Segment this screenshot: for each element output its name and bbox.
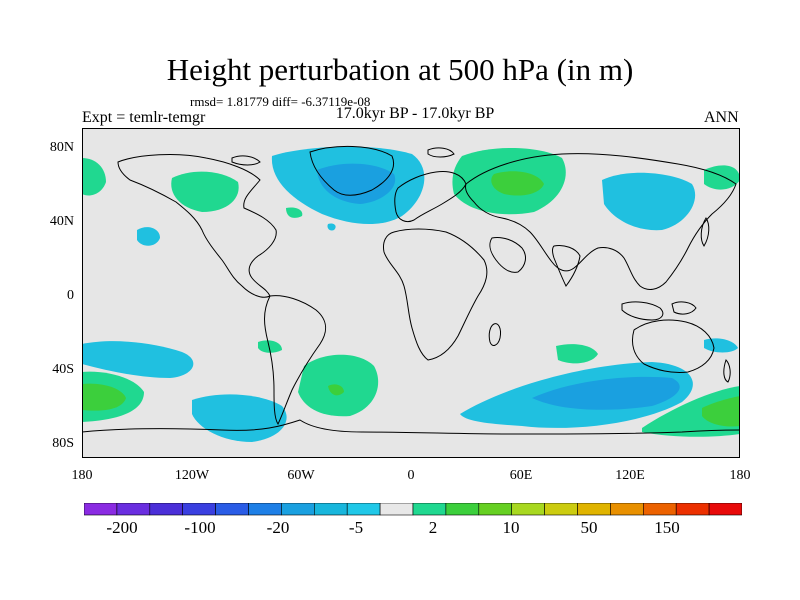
low-anomaly-atlantic-small xyxy=(327,223,336,231)
high-anomaly-north-america xyxy=(171,171,239,212)
low-anomaly-pacific-north xyxy=(137,227,160,246)
colorbar-swatch xyxy=(577,503,611,516)
low-anomaly-southern-indian-core xyxy=(532,376,680,410)
coast-new-zealand xyxy=(723,359,731,383)
high-anomaly-atlantic-west xyxy=(286,207,303,218)
coast-arabia xyxy=(489,237,526,273)
high-anomaly-south-pacific-core xyxy=(82,383,126,411)
colorbar-swatch xyxy=(544,503,578,516)
high-anomaly-madagascar-west xyxy=(258,340,282,353)
colorbar-swatch xyxy=(445,503,480,516)
high-anomaly-north-pacific-east xyxy=(704,165,740,190)
colorbar-swatch xyxy=(642,503,677,516)
colorbar-label: -200 xyxy=(106,518,138,537)
colorbar-swatch xyxy=(412,503,447,516)
lon-label: 180 xyxy=(71,468,93,483)
lon-label: 0 xyxy=(407,468,415,483)
low-anomaly-siberia xyxy=(602,172,696,231)
colorbar-swatch xyxy=(182,503,216,516)
coast-southeast-asia-islands xyxy=(621,301,697,321)
coast-south-america xyxy=(264,295,326,425)
colorbar-label: 150 xyxy=(654,518,680,537)
coast-greenland xyxy=(309,145,394,196)
high-anomaly-south-atlantic-core xyxy=(328,384,344,396)
colorbar-swatch xyxy=(149,503,184,516)
colorbar-swatch xyxy=(314,503,348,516)
lat-label: 80N xyxy=(49,140,74,155)
map-frame xyxy=(82,128,740,458)
colorbar-swatch xyxy=(215,503,249,516)
colorbar-swatch xyxy=(84,503,118,516)
lon-label: 120W xyxy=(174,468,210,483)
coast-australia xyxy=(631,319,715,373)
colorbar-swatch xyxy=(675,503,710,516)
lat-label: 40S xyxy=(52,362,74,377)
colorbar-swatch xyxy=(248,503,282,516)
high-anomaly-eurasia-core xyxy=(491,171,544,196)
coast-north-america xyxy=(117,154,277,298)
colorbar-label: 2 xyxy=(428,518,438,537)
colorbar-label: -5 xyxy=(348,518,364,537)
colorbar-swatch xyxy=(346,503,381,516)
season-label: ANN xyxy=(704,109,739,126)
coast-japan xyxy=(700,217,710,247)
colorbar-swatch xyxy=(116,503,151,516)
lon-label: 180 xyxy=(729,468,751,483)
high-anomalies xyxy=(82,147,740,437)
lat-label: 40N xyxy=(49,214,74,229)
lat-label: 0 xyxy=(67,288,74,303)
colorbar-swatch xyxy=(478,503,512,516)
colorbar-label: -20 xyxy=(266,518,290,537)
colorbar-label: -100 xyxy=(184,518,216,537)
lon-label: 120E xyxy=(615,468,645,483)
lon-label: 60E xyxy=(509,468,533,483)
world-map xyxy=(82,128,740,458)
coastlines xyxy=(82,145,740,435)
low-anomaly-south-pacific xyxy=(82,341,194,378)
low-anomaly-greenland-core xyxy=(317,163,396,204)
coast-asia xyxy=(465,153,737,290)
colorbar-label: 50 xyxy=(580,518,598,537)
colorbar-swatch xyxy=(379,503,414,516)
colorbar-swatch xyxy=(511,503,545,516)
coast-india xyxy=(552,245,581,287)
stats-label: rmsd= 1.81779 diff= -6.37119e-08 xyxy=(190,94,371,109)
high-anomaly-indian xyxy=(556,344,598,364)
colorbar xyxy=(84,503,742,516)
experiment-label: Expt = temlr-temgr xyxy=(82,109,206,126)
lon-label: 60W xyxy=(287,468,315,483)
lat-label: 80S xyxy=(52,436,74,451)
high-anomaly-north-pacific-west xyxy=(82,158,106,196)
map-title: Height perturbation at 500 hPa (in m) xyxy=(166,52,634,87)
coast-arctic-islands xyxy=(231,147,455,166)
colorbar-swatch xyxy=(610,503,644,516)
coast-europe xyxy=(394,171,467,223)
high-anomaly-southwest-pacific-core xyxy=(702,396,740,427)
colorbar-label: 10 xyxy=(502,518,520,537)
coast-africa xyxy=(383,228,488,361)
coast-madagascar xyxy=(488,323,501,346)
coast-antarctica xyxy=(82,419,740,435)
colorbar-swatch xyxy=(281,503,315,516)
colorbar-swatch xyxy=(708,503,742,516)
period-label: 17.0kyr BP - 17.0kyr BP xyxy=(335,105,495,122)
